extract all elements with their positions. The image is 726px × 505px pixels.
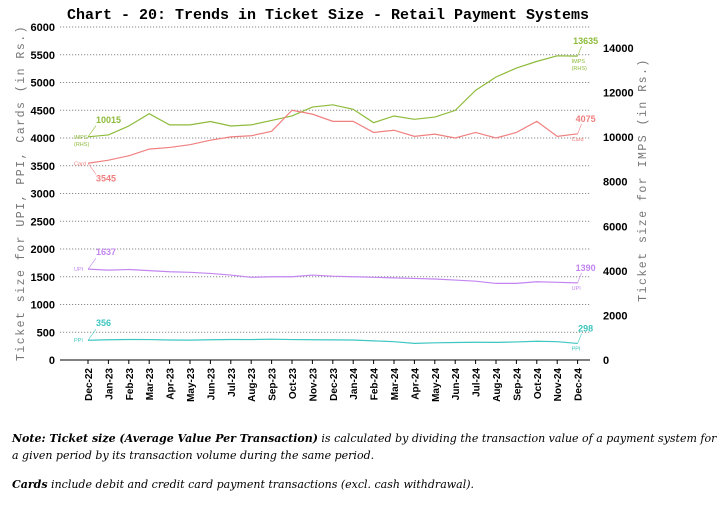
right-tick-label: 8000 xyxy=(603,177,627,189)
ticket-size-chart: Chart - 20: Trends in Ticket Size - Reta… xyxy=(15,7,650,402)
series-rhs-label: (RHS) xyxy=(572,66,587,72)
x-tick-label: Nov-24 xyxy=(553,368,564,402)
leader-line xyxy=(577,123,582,134)
x-tick-label: Oct-23 xyxy=(288,368,299,400)
right-tick-label: 10000 xyxy=(603,132,634,144)
x-tick-label: May-23 xyxy=(186,368,197,402)
left-axis-label: Ticket size for UPI, PPI, Cards (in Rs.) xyxy=(15,25,28,361)
leader-line xyxy=(87,125,97,137)
left-tick-label: 500 xyxy=(37,327,55,339)
right-axis-label: Ticket size for IMPS (in Rs.) xyxy=(637,58,650,302)
left-tick-label: 2000 xyxy=(31,244,55,256)
series-line-ppi xyxy=(87,338,578,345)
x-tick-label: Jan-23 xyxy=(104,368,115,400)
right-axis-ticks: 0 2000 4000 6000 8000 10000 12000 14000 xyxy=(603,43,634,367)
left-tick-label: 1000 xyxy=(31,300,55,312)
x-tick-label: Oct-24 xyxy=(533,368,544,400)
x-tick-label: Mar-23 xyxy=(145,368,156,401)
end-value-label: 13635 xyxy=(573,36,598,46)
leader-line xyxy=(87,329,97,341)
left-tick-label: 6000 xyxy=(31,22,55,34)
note-bold-term: Ticket size (Average Value Per Transacti… xyxy=(49,432,318,445)
right-tick-label: 4000 xyxy=(603,266,627,278)
leader-line xyxy=(577,272,582,283)
start-value-label: 3545 xyxy=(96,173,116,183)
leader-line xyxy=(87,163,97,175)
x-tick-label: Aug-23 xyxy=(247,368,258,402)
x-tick-label: Apr-23 xyxy=(166,368,177,400)
end-value-label: 4075 xyxy=(576,114,596,124)
left-tick-label: 1500 xyxy=(31,272,55,284)
series-line-imps xyxy=(87,55,578,138)
series-line-upi xyxy=(87,268,578,285)
series-name-label: UPI xyxy=(572,286,582,292)
x-tick-label: Dec-22 xyxy=(84,368,95,401)
x-tick-label: Jun-23 xyxy=(206,368,217,401)
series-name-label: Card xyxy=(572,137,584,143)
x-tick-label: Sep-23 xyxy=(268,368,279,401)
note-text: is calculated by dividing the transactio… xyxy=(12,432,717,462)
chart-title: Chart - 20: Trends in Ticket Size - Reta… xyxy=(67,7,589,24)
series-name-label: IMPS xyxy=(74,135,88,141)
left-tick-label: 5500 xyxy=(31,50,55,62)
start-value-label: 10015 xyxy=(96,115,121,125)
x-tick-label: Feb-23 xyxy=(125,368,136,401)
leader-line xyxy=(577,333,582,344)
note-ticket-size: Note: Ticket size (Average Value Per Tra… xyxy=(12,430,722,464)
note-cards: Cards include debit and credit card paym… xyxy=(12,476,722,493)
x-tick-label: Dec-24 xyxy=(574,368,585,401)
x-tick-label: Jun-24 xyxy=(451,368,462,401)
end-value-label: 1390 xyxy=(576,263,596,273)
x-axis: Dec-22 Jan-23 Feb-23 Mar-23 Apr-23 May-23 Jun-… xyxy=(60,359,590,402)
leader-line xyxy=(87,257,97,270)
cards-text: include debit and credit card payment tr… xyxy=(47,478,475,491)
start-value-label: 356 xyxy=(96,318,111,328)
left-tick-label: 0 xyxy=(49,355,55,367)
left-axis-ticks: 0 500 1000 1500 2000 2500 3000 3500 4000 4500 5000… xyxy=(31,22,55,367)
right-tick-label: 0 xyxy=(603,355,609,367)
chart-notes: Note: Ticket size (Average Value Per Tra… xyxy=(12,430,722,505)
right-tick-label: 2000 xyxy=(603,310,627,322)
x-tick-label: Nov-23 xyxy=(308,368,319,402)
series-name-label: Card xyxy=(74,161,86,167)
right-tick-label: 14000 xyxy=(603,43,634,55)
x-tick-label: May-24 xyxy=(431,368,442,402)
gridlines xyxy=(60,26,590,333)
x-tick-label: Apr-24 xyxy=(410,368,421,400)
series-name-label: UPI xyxy=(74,267,84,273)
note-prefix: Note: xyxy=(12,432,50,445)
x-tick-label: Dec-23 xyxy=(329,368,340,401)
x-tick-label: Jul-23 xyxy=(227,368,238,397)
series-name-label: PPI xyxy=(74,338,83,344)
leader-line xyxy=(577,46,582,57)
cards-bold-term: Cards xyxy=(12,478,48,491)
left-tick-label: 4000 xyxy=(31,133,55,145)
x-tick-label: Sep-24 xyxy=(512,368,523,401)
end-value-label: 298 xyxy=(578,323,593,333)
x-tick-label: Aug-24 xyxy=(492,368,503,402)
right-tick-label: 12000 xyxy=(603,88,634,100)
x-tick-label: Jan-24 xyxy=(349,368,360,400)
start-value-label: 1637 xyxy=(96,247,116,257)
series-lines xyxy=(87,55,578,345)
x-tick-label: Feb-24 xyxy=(370,368,381,401)
left-tick-label: 3500 xyxy=(31,161,55,173)
series-name-label: PPI xyxy=(572,346,581,352)
left-tick-label: 4500 xyxy=(31,105,55,117)
series-name-label: IMPS xyxy=(572,59,586,65)
series-labels: 1001513635IMPSIMPS(RHS)(RHS)35454075Card… xyxy=(74,36,598,352)
right-tick-label: 6000 xyxy=(603,221,627,233)
left-tick-label: 2500 xyxy=(31,216,55,228)
left-tick-label: 3000 xyxy=(31,189,55,201)
left-tick-label: 5000 xyxy=(31,78,55,90)
series-line-card xyxy=(87,109,578,164)
x-tick-label: Mar-24 xyxy=(390,368,401,401)
x-tick-label: Jul-24 xyxy=(472,368,483,397)
series-rhs-label: (RHS) xyxy=(74,142,89,148)
